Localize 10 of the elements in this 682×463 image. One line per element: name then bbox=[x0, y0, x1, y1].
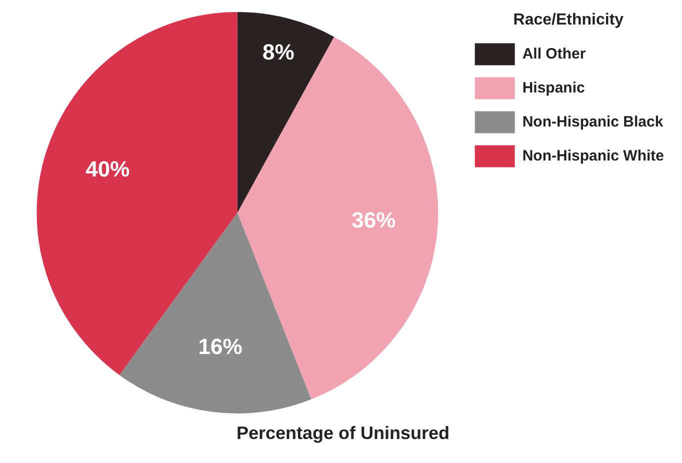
data-label: 36% bbox=[352, 207, 396, 232]
legend-title: Race/Ethnicity bbox=[513, 11, 624, 28]
legend-label: Hispanic bbox=[522, 79, 585, 96]
data-label: 40% bbox=[86, 156, 130, 182]
legend-label: All Other bbox=[522, 45, 586, 62]
data-label: 16% bbox=[198, 334, 242, 360]
legend-label: Non-Hispanic Black bbox=[522, 113, 664, 130]
legend-label: Non-Hispanic White bbox=[522, 147, 664, 164]
data-label: 8% bbox=[262, 39, 294, 64]
text: Percentage of Uninsured bbox=[236, 423, 450, 444]
